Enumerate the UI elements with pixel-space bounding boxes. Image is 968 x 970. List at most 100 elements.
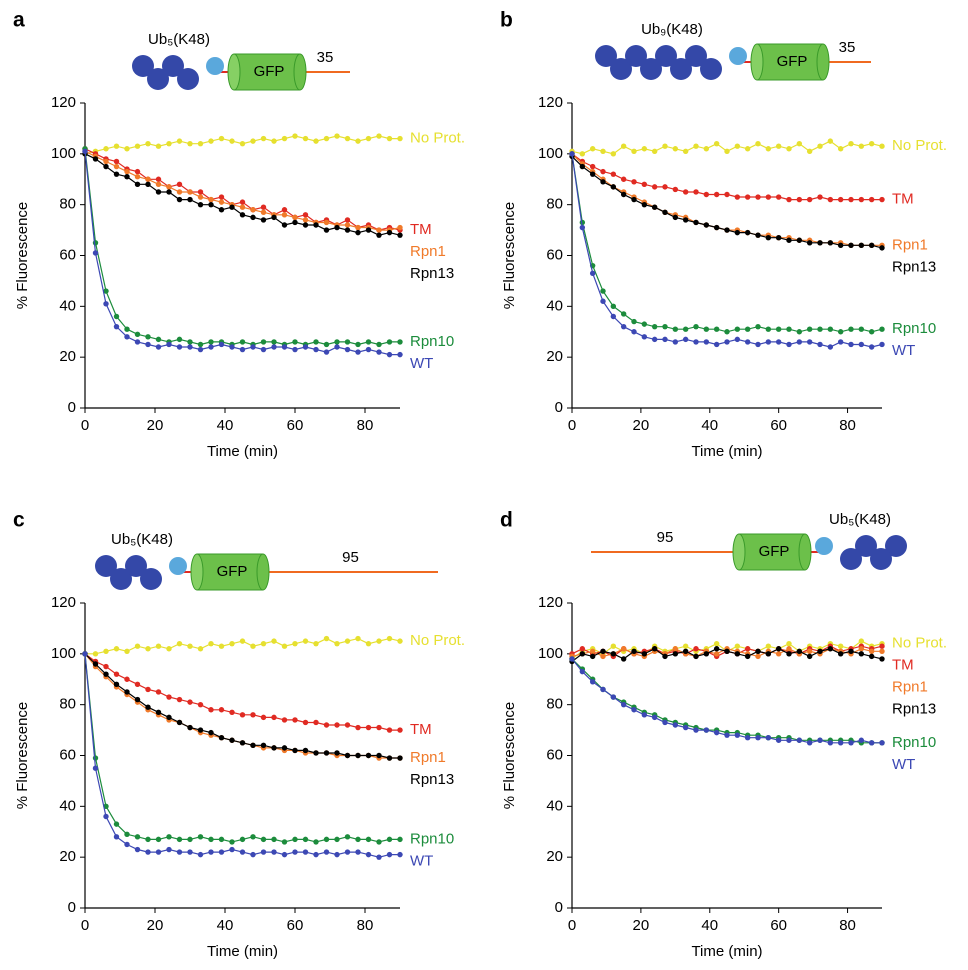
data-point [734, 229, 741, 236]
data-point [796, 329, 803, 335]
x-axis-title: Time (min) [691, 443, 762, 460]
ubiquitin [625, 45, 647, 67]
fit-line [84, 148, 400, 346]
legend-label: No Prot. [892, 137, 947, 154]
ubiquitin [855, 535, 877, 557]
data-point [302, 638, 309, 644]
data-point [271, 836, 277, 843]
data-point [579, 163, 586, 170]
y-tick-label: 80 [546, 196, 563, 213]
data-point [323, 750, 330, 756]
data-point [631, 329, 637, 335]
data-point [796, 648, 803, 654]
gfp-end [750, 43, 764, 81]
legend-label: TM [892, 191, 914, 208]
data-point [848, 242, 854, 249]
data-point [334, 133, 340, 139]
data-point [858, 341, 865, 348]
data-point [113, 323, 120, 330]
data-point [786, 640, 792, 647]
x-tick-label: 60 [770, 417, 787, 434]
data-point [113, 671, 120, 677]
ubiquitin-proximal [206, 57, 224, 75]
data-point [344, 849, 351, 855]
data-point [187, 836, 193, 843]
data-point [672, 326, 679, 332]
data-point [92, 661, 99, 667]
data-point [145, 646, 151, 652]
x-tick-label: 60 [287, 417, 304, 434]
data-point [134, 846, 141, 853]
data-point [334, 750, 340, 756]
legend-label: Rpn13 [410, 265, 454, 282]
data-point [197, 201, 204, 208]
data-point [313, 719, 319, 726]
data-point [124, 326, 130, 332]
data-point [817, 240, 823, 246]
data-point [166, 846, 172, 853]
gfp-end [190, 553, 204, 591]
data-point [166, 189, 172, 195]
data-point [755, 140, 761, 147]
gfp-body [196, 553, 264, 591]
data-point [786, 326, 792, 332]
data-point [92, 755, 99, 761]
data-point [134, 834, 141, 840]
data-point [651, 323, 658, 330]
data-point [734, 643, 741, 649]
data-point [713, 326, 720, 332]
data-point [724, 329, 730, 335]
legend-label: WT [892, 756, 915, 773]
data-point [724, 227, 730, 233]
data-point [355, 836, 361, 843]
ubiquitin [125, 555, 147, 577]
data-point [879, 326, 885, 332]
data-point [260, 209, 267, 215]
ubiquitin [655, 45, 677, 67]
data-point [176, 138, 183, 144]
data-point [323, 341, 330, 348]
y-tick-label: 60 [546, 246, 563, 263]
legend-label: Rpn13 [892, 701, 936, 718]
x-tick-label: 20 [633, 417, 650, 434]
data-point [775, 737, 782, 743]
data-point [218, 135, 225, 142]
data-point [775, 194, 782, 200]
data-point [218, 836, 225, 843]
data-point [229, 640, 235, 647]
data-point [271, 849, 277, 855]
data-point [166, 646, 172, 652]
data-point [620, 656, 627, 662]
series [82, 651, 403, 761]
x-tick-label: 40 [701, 917, 718, 934]
data-point [682, 648, 689, 654]
data-point [134, 331, 141, 337]
legend-label: Rpn10 [892, 734, 936, 751]
data-point [868, 653, 875, 660]
data-point [229, 709, 235, 715]
data-point [344, 135, 351, 142]
data-point [620, 176, 627, 182]
data-point [397, 232, 403, 238]
data-point [103, 301, 109, 307]
y-tick-label: 20 [546, 848, 563, 865]
data-point [817, 737, 823, 743]
legend-label: Rpn1 [410, 243, 446, 260]
data-point [145, 686, 151, 693]
y-tick-label: 100 [538, 145, 563, 162]
y-tick-label: 120 [538, 594, 563, 611]
ubiquitin [595, 45, 617, 67]
data-point [92, 651, 99, 657]
data-point [579, 151, 586, 157]
series [82, 133, 403, 157]
data-point [134, 696, 141, 703]
data-point [620, 701, 627, 708]
y-tick-label: 80 [59, 696, 76, 713]
data-point [250, 214, 256, 221]
data-point [397, 836, 403, 843]
data-point [292, 849, 298, 855]
data-point [755, 648, 761, 654]
construct-label: Ub₅(K48) [829, 511, 891, 528]
data-point [113, 158, 120, 165]
data-point [260, 217, 267, 223]
